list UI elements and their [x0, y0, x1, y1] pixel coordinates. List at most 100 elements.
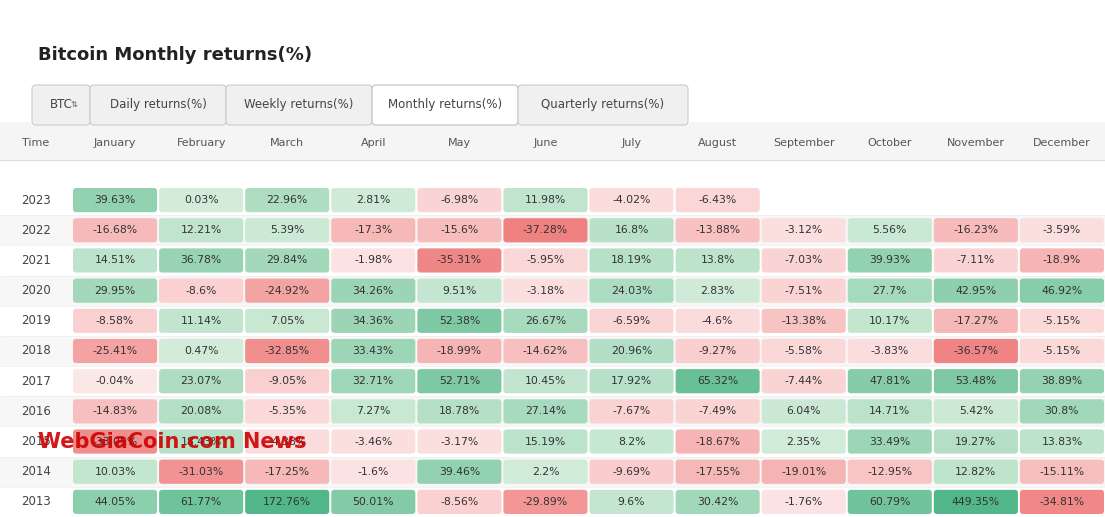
Text: 14.51%: 14.51%: [94, 255, 136, 265]
Text: 2.35%: 2.35%: [787, 436, 821, 447]
FancyBboxPatch shape: [848, 218, 932, 242]
Text: 30.42%: 30.42%: [697, 497, 738, 507]
Text: June: June: [534, 138, 558, 148]
Text: 2019: 2019: [21, 314, 51, 327]
Text: -7.44%: -7.44%: [785, 376, 823, 386]
Text: 17.92%: 17.92%: [611, 376, 652, 386]
Text: 27.7%: 27.7%: [873, 285, 907, 296]
Text: Time: Time: [22, 138, 50, 148]
Text: Monthly returns(%): Monthly returns(%): [388, 99, 502, 112]
Text: -14.62%: -14.62%: [523, 346, 568, 356]
Text: 2.83%: 2.83%: [701, 285, 735, 296]
FancyBboxPatch shape: [589, 460, 674, 484]
FancyBboxPatch shape: [589, 490, 674, 514]
Text: 5.39%: 5.39%: [270, 225, 304, 235]
Text: 20.08%: 20.08%: [180, 406, 222, 416]
Text: 12.21%: 12.21%: [180, 225, 222, 235]
FancyBboxPatch shape: [159, 460, 243, 484]
Text: Daily returns(%): Daily returns(%): [109, 99, 207, 112]
Text: Quarterly returns(%): Quarterly returns(%): [541, 99, 664, 112]
Text: 0.03%: 0.03%: [183, 195, 219, 205]
Text: -5.95%: -5.95%: [526, 255, 565, 265]
FancyBboxPatch shape: [245, 218, 329, 242]
Text: 5.42%: 5.42%: [959, 406, 993, 416]
FancyBboxPatch shape: [675, 399, 759, 423]
Text: 44.05%: 44.05%: [94, 497, 136, 507]
Text: October: October: [867, 138, 912, 148]
Bar: [0, 457, 1105, 487]
Text: -19.01%: -19.01%: [781, 467, 827, 477]
Text: -9.27%: -9.27%: [698, 346, 737, 356]
Text: 15.19%: 15.19%: [525, 436, 566, 447]
FancyBboxPatch shape: [245, 279, 329, 303]
Text: 13.8%: 13.8%: [701, 255, 735, 265]
FancyBboxPatch shape: [418, 430, 502, 453]
FancyBboxPatch shape: [761, 339, 845, 363]
FancyBboxPatch shape: [504, 188, 588, 212]
Bar: [0, 336, 1105, 366]
Text: -24.92%: -24.92%: [264, 285, 309, 296]
Text: March: March: [270, 138, 304, 148]
FancyBboxPatch shape: [245, 369, 329, 393]
FancyBboxPatch shape: [332, 188, 415, 212]
Text: 9.51%: 9.51%: [442, 285, 476, 296]
Text: 7.27%: 7.27%: [356, 406, 390, 416]
Bar: [0, 487, 1105, 517]
FancyBboxPatch shape: [761, 460, 845, 484]
FancyBboxPatch shape: [848, 309, 932, 333]
FancyBboxPatch shape: [589, 218, 674, 242]
Text: -16.68%: -16.68%: [93, 225, 138, 235]
Text: -32.85%: -32.85%: [264, 346, 309, 356]
Text: 13.83%: 13.83%: [1041, 436, 1083, 447]
FancyBboxPatch shape: [418, 279, 502, 303]
Text: 39.93%: 39.93%: [870, 255, 911, 265]
FancyBboxPatch shape: [848, 460, 932, 484]
FancyBboxPatch shape: [418, 399, 502, 423]
FancyBboxPatch shape: [227, 85, 372, 125]
Text: 29.84%: 29.84%: [266, 255, 308, 265]
Text: 33.43%: 33.43%: [352, 346, 393, 356]
Text: -37.28%: -37.28%: [523, 225, 568, 235]
Text: 39.46%: 39.46%: [439, 467, 480, 477]
FancyBboxPatch shape: [504, 430, 588, 453]
Text: 6.04%: 6.04%: [787, 406, 821, 416]
Text: 22.96%: 22.96%: [266, 195, 308, 205]
Text: -7.03%: -7.03%: [785, 255, 823, 265]
FancyBboxPatch shape: [675, 339, 759, 363]
FancyBboxPatch shape: [675, 309, 759, 333]
Text: -3.83%: -3.83%: [871, 346, 909, 356]
Text: 42.95%: 42.95%: [955, 285, 997, 296]
Text: -6.98%: -6.98%: [440, 195, 478, 205]
FancyBboxPatch shape: [245, 399, 329, 423]
FancyBboxPatch shape: [245, 339, 329, 363]
Text: -1.98%: -1.98%: [355, 255, 392, 265]
Bar: [0, 396, 1105, 427]
Text: 34.36%: 34.36%: [352, 316, 393, 326]
FancyBboxPatch shape: [73, 218, 157, 242]
FancyBboxPatch shape: [418, 460, 502, 484]
FancyBboxPatch shape: [418, 188, 502, 212]
FancyBboxPatch shape: [504, 279, 588, 303]
Text: -18.99%: -18.99%: [436, 346, 482, 356]
Text: 10.45%: 10.45%: [525, 376, 566, 386]
Text: -3.59%: -3.59%: [1043, 225, 1081, 235]
Text: December: December: [1033, 138, 1091, 148]
Text: -25.41%: -25.41%: [93, 346, 138, 356]
FancyBboxPatch shape: [934, 490, 1018, 514]
Text: -17.55%: -17.55%: [695, 467, 740, 477]
FancyBboxPatch shape: [245, 490, 329, 514]
Text: ⇅: ⇅: [71, 100, 77, 110]
FancyBboxPatch shape: [159, 248, 243, 272]
FancyBboxPatch shape: [418, 248, 502, 272]
FancyBboxPatch shape: [159, 490, 243, 514]
FancyBboxPatch shape: [73, 490, 157, 514]
FancyBboxPatch shape: [1020, 490, 1104, 514]
Text: 5.56%: 5.56%: [873, 225, 907, 235]
Text: January: January: [94, 138, 136, 148]
Text: 8.2%: 8.2%: [618, 436, 645, 447]
FancyBboxPatch shape: [332, 490, 415, 514]
FancyBboxPatch shape: [73, 279, 157, 303]
Text: -17.3%: -17.3%: [355, 225, 392, 235]
Text: -7.11%: -7.11%: [957, 255, 994, 265]
Text: 2021: 2021: [21, 254, 51, 267]
